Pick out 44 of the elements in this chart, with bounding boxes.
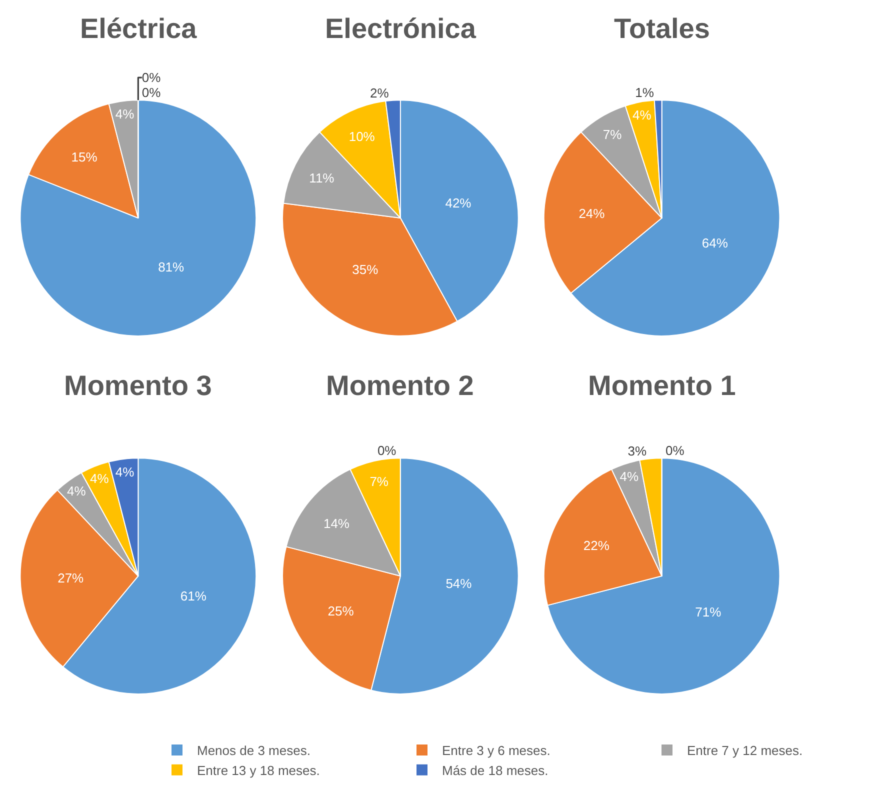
data-label: 54%: [446, 576, 472, 591]
text: 0%: [142, 85, 161, 100]
data-label: 3%: [628, 444, 647, 459]
data-label: 2%: [370, 85, 390, 100]
data-label: 1%: [635, 85, 654, 100]
data-label: 24%: [578, 206, 606, 222]
chart-title: Eléctrica: [80, 13, 198, 44]
data-label: 10%: [348, 128, 376, 144]
pie-slice: [547, 458, 780, 694]
data-label: 4%: [115, 464, 135, 480]
pie-slice: [20, 100, 256, 336]
data-label: 35%: [352, 262, 379, 278]
data-label: 15%: [71, 150, 98, 165]
data-label: 4%: [632, 108, 652, 123]
text: 0%: [377, 443, 396, 458]
data-label: 71%: [695, 604, 722, 620]
data-label: 4%: [620, 468, 640, 484]
chart-title: Totales: [614, 13, 710, 44]
data-label: 4%: [66, 484, 86, 499]
data-label: 7%: [602, 127, 622, 142]
data-label: 64%: [702, 236, 728, 251]
data-label: 7%: [370, 474, 389, 490]
legend-label: Entre 3 y 6 meses.: [442, 743, 550, 758]
data-label: 4%: [90, 471, 110, 486]
data-label: 14%: [323, 516, 350, 531]
data-label: 42%: [445, 196, 472, 211]
data-label: 81%: [158, 259, 185, 274]
legend-label: Entre 13 y 18 meses.: [197, 762, 320, 778]
data-label: 25%: [328, 604, 354, 619]
text: 0%: [142, 70, 161, 86]
pie-slice: [28, 103, 139, 218]
chart-title: Momento 2: [326, 370, 474, 401]
data-label: 4%: [115, 106, 135, 122]
data-label: 11%: [309, 170, 335, 186]
legend-label: Entre 7 y 12 meses.: [687, 743, 803, 758]
data-label: 61%: [180, 588, 207, 604]
chart-title: Electrónica: [325, 13, 476, 44]
legend-label: Más de 18 meses.: [442, 762, 548, 778]
chart-title: Momento 3: [64, 370, 212, 401]
legend-label: Menos de 3 meses.: [197, 743, 310, 758]
data-label: 22%: [583, 538, 610, 553]
text: 0%: [666, 443, 684, 458]
chart-title: Momento 1: [588, 370, 736, 401]
data-label: 27%: [58, 570, 84, 586]
